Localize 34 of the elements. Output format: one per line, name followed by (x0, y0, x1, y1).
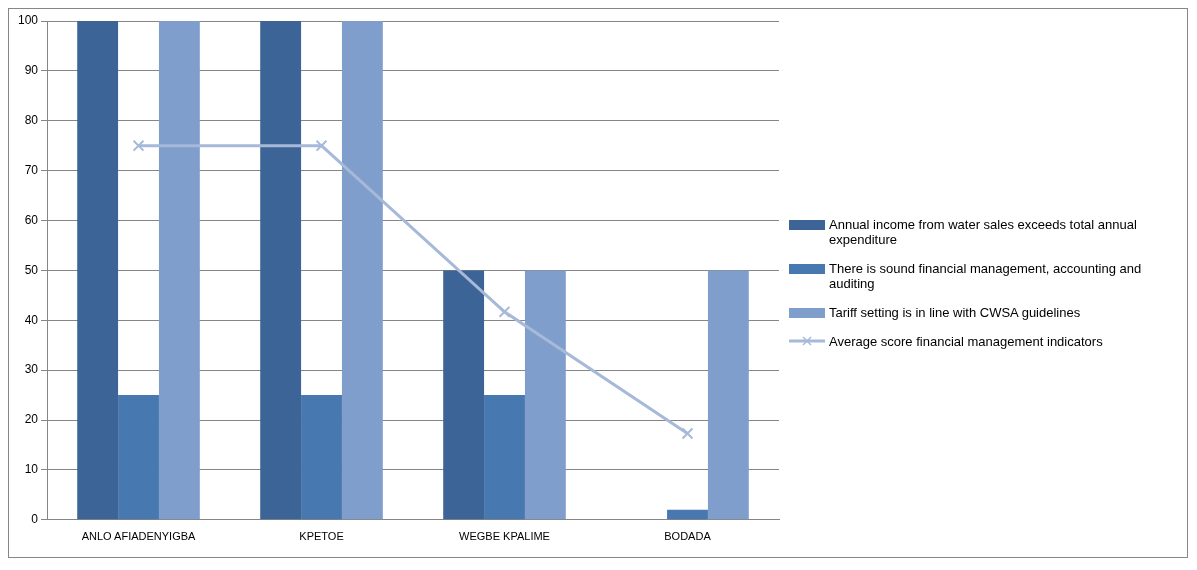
x-tick-label: ANLO AFIADENYIGBA (81, 530, 197, 543)
bar (484, 395, 525, 520)
point (132, 139, 145, 152)
bar (707, 270, 749, 520)
y-tick-label: 30 (24, 362, 39, 377)
bar (301, 395, 342, 520)
point (315, 139, 328, 152)
legend-label: There is sound financial management, accounting and auditing (829, 261, 1143, 291)
bar (158, 21, 200, 520)
bar (260, 21, 302, 520)
y-tick-label: 0 (31, 512, 39, 527)
y-tick-label: 80 (24, 113, 39, 128)
point (498, 305, 511, 318)
bar (118, 395, 159, 520)
bar (524, 270, 566, 520)
bar (77, 21, 119, 520)
legend-label: Average score financial management indicators (829, 334, 1103, 349)
x-tick-label: KPETOE (299, 530, 344, 543)
y-tick-label: 40 (24, 312, 39, 327)
legend-label: Tariff setting is in line with CWSA guidelines (829, 305, 1081, 320)
bar (443, 270, 485, 520)
y-tick-label: 90 (24, 63, 39, 78)
y-tick-label: 60 (24, 212, 39, 227)
y-tick-label: 70 (24, 162, 39, 177)
y-tick-label: 100 (17, 13, 39, 28)
bar (341, 21, 383, 520)
y-tick-label: 50 (24, 262, 39, 277)
x-tick-label: WEGBE KPALIME (459, 530, 550, 543)
x-tick-label: BODADA (664, 530, 712, 543)
y-tick-label: 20 (24, 412, 39, 427)
y-tick-label: 10 (24, 462, 39, 477)
point (681, 427, 694, 440)
legend-label: Annual income from water sales exceeds total annual expenditure (829, 217, 1138, 247)
bar (667, 509, 708, 520)
